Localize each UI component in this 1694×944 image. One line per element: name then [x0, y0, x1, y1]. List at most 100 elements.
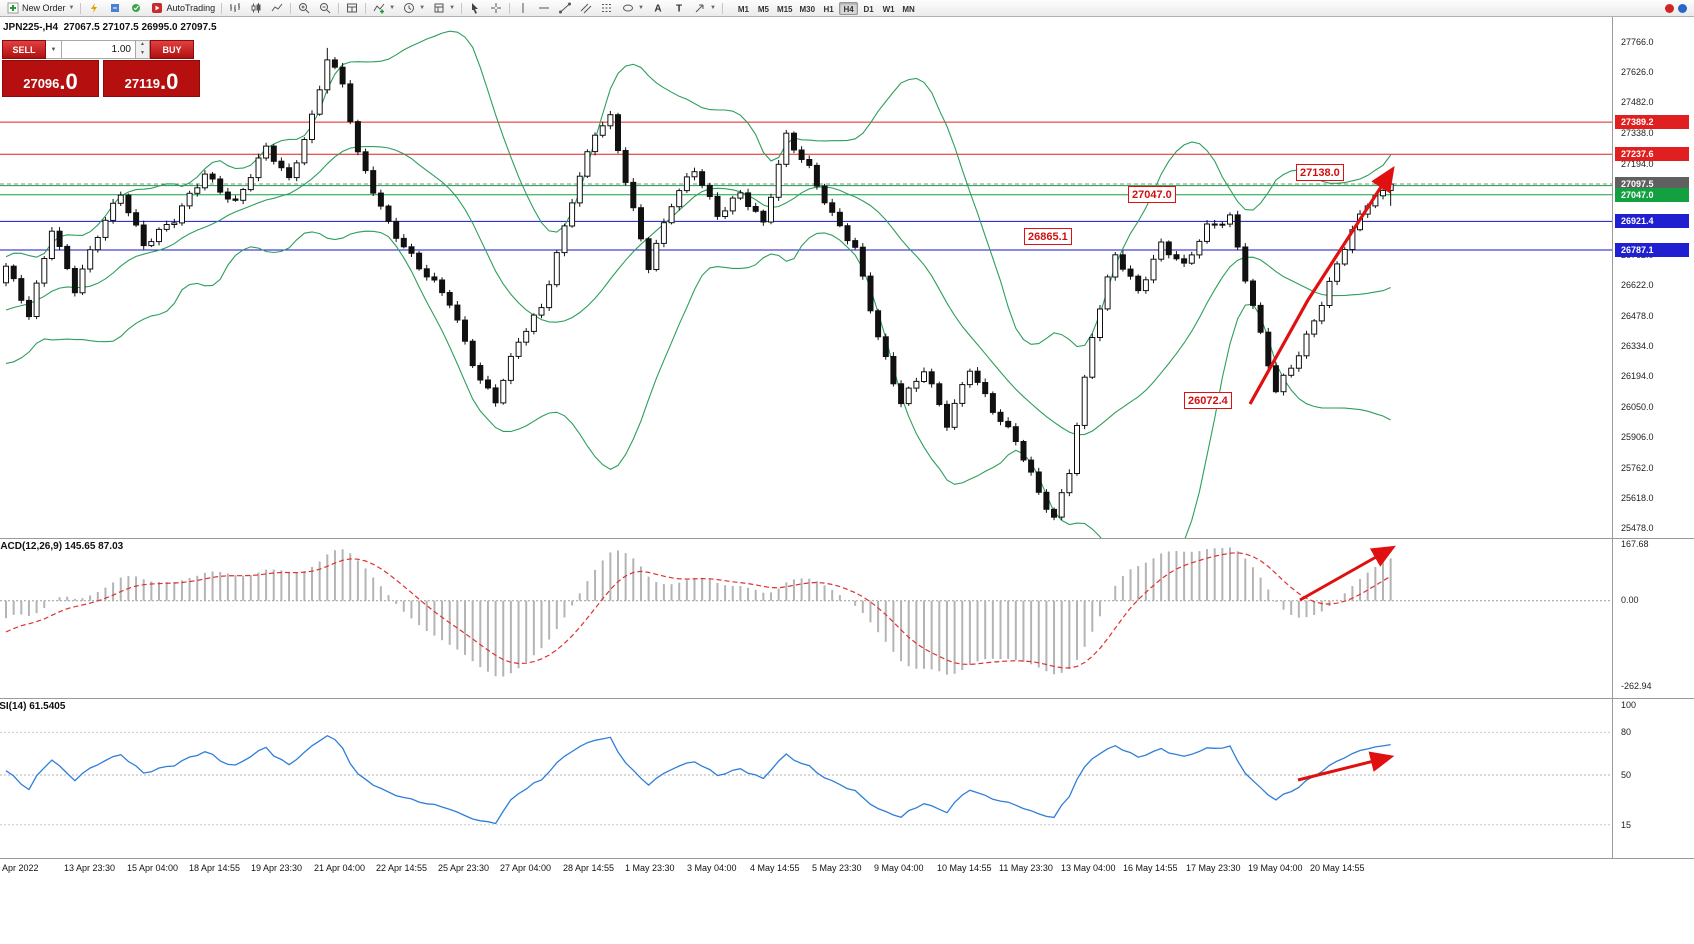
buy-price-fraction: .0	[160, 69, 179, 94]
timeframe-h4[interactable]: H4	[839, 1, 859, 15]
rsi-scale-80: 80	[1621, 727, 1632, 737]
volume-down-icon[interactable]: ▼	[136, 49, 149, 58]
time-label: 3 May 04:00	[687, 863, 737, 873]
axis-separator	[1612, 17, 1613, 858]
chevron-down-icon: ▼	[709, 5, 716, 11]
panel-separator[interactable]	[0, 538, 1694, 539]
macd-indicator-label: MACD(12,26,9) 145.65 87.03	[0, 541, 124, 552]
text-label-tool[interactable]: T	[669, 1, 689, 16]
price-callout-27138.0[interactable]: 27138.0	[1296, 164, 1344, 181]
connection-status-icon[interactable]	[1678, 3, 1687, 13]
macd-panel-surface[interactable]	[0, 538, 1612, 698]
timeframe-m15[interactable]: M15	[776, 4, 793, 14]
cursor-tool-button[interactable]	[465, 1, 485, 16]
templates-icon	[432, 1, 446, 15]
zoom-out-button[interactable]	[315, 1, 335, 16]
time-label: 4 May 14:55	[750, 863, 800, 873]
volume-stepper[interactable]: ▲ ▼	[136, 40, 150, 59]
price-chart-surface[interactable]	[0, 16, 1612, 538]
price-callout-26865.1[interactable]: 26865.1	[1024, 228, 1072, 245]
price-tick: 26050.0	[1621, 402, 1654, 412]
svg-text:T: T	[676, 4, 682, 15]
new-order-icon	[6, 1, 20, 15]
timeframe-d1[interactable]: D1	[863, 4, 874, 14]
order-type-dropdown[interactable]: ▼	[46, 40, 62, 59]
time-label: 28 Apr 14:55	[563, 863, 615, 873]
alert-status-icon[interactable]	[1665, 3, 1674, 13]
macd-scale-zero: 0.00	[1621, 595, 1639, 605]
horizontal-line-tool[interactable]	[534, 1, 554, 16]
text-tool[interactable]: A	[648, 1, 668, 16]
new-order-label: New Order	[22, 3, 66, 13]
shapes-tool[interactable]: ▼	[618, 1, 647, 16]
channel-tool[interactable]	[576, 1, 596, 16]
timeframe-m30[interactable]: M30	[799, 4, 816, 14]
rsi-panel-surface[interactable]	[0, 698, 1612, 858]
timeframe-h1[interactable]: H1	[823, 4, 834, 14]
time-label: 17 May 23:30	[1186, 863, 1241, 873]
time-label: 20 May 14:55	[1310, 863, 1365, 873]
trendline-icon	[558, 1, 572, 15]
time-label: 22 Apr 14:55	[376, 863, 428, 873]
buy-button[interactable]: BUY	[150, 40, 194, 59]
indicators-button[interactable]: ▼	[369, 1, 398, 16]
volume-input[interactable]	[62, 40, 136, 59]
sell-price-display[interactable]: 27096.0	[2, 60, 99, 97]
chevron-down-icon: ▼	[389, 5, 396, 11]
timeframe-m1[interactable]: M1	[737, 4, 749, 14]
buy-price-display[interactable]: 27119.0	[103, 60, 200, 97]
tile-windows-button[interactable]	[342, 1, 362, 16]
text-a-icon: A	[651, 1, 665, 15]
fibonacci-tool[interactable]	[597, 1, 617, 16]
line-chart-button[interactable]	[267, 1, 287, 16]
time-label: 19 May 04:00	[1248, 863, 1303, 873]
templates-button[interactable]: ▼	[429, 1, 458, 16]
symbol-ohlc-label: JPN225-,H4 27067.5 27107.5 26995.0 27097…	[3, 22, 217, 33]
volume-up-icon[interactable]: ▲	[136, 41, 149, 50]
time-label: 10 May 14:55	[937, 863, 992, 873]
rsi-scale-50: 50	[1621, 770, 1632, 780]
price-callout-27047.0[interactable]: 27047.0	[1128, 186, 1176, 203]
timeframe-group: M1 M5 M15 M30 H1 H4 D1 W1 MN	[734, 1, 918, 15]
arrow-tool-icon	[693, 1, 707, 15]
timeframe-mn[interactable]: MN	[902, 4, 915, 14]
price-callout-26072.4[interactable]: 26072.4	[1184, 392, 1232, 409]
crosshair-icon	[489, 1, 503, 15]
price-tick: 25762.0	[1621, 463, 1654, 473]
price-marker-27097.5: 27097.5	[1615, 177, 1689, 191]
expert-advisor-button[interactable]	[84, 1, 104, 16]
time-label: 13 Apr 23:30	[64, 863, 116, 873]
price-marker-27389.2: 27389.2	[1615, 115, 1689, 129]
timeframe-w1[interactable]: W1	[882, 4, 895, 14]
panel-separator[interactable]	[0, 698, 1694, 699]
zoom-out-icon	[318, 1, 332, 15]
price-marker-26787.1: 26787.1	[1615, 243, 1689, 257]
ellipse-icon	[621, 1, 635, 15]
vertical-line-tool[interactable]	[513, 1, 533, 16]
strategy-tester-button[interactable]	[126, 1, 146, 16]
timeframe-m5[interactable]: M5	[757, 4, 769, 14]
candlestick-chart-button[interactable]	[246, 1, 266, 16]
time-label: 15 Apr 04:00	[127, 863, 179, 873]
time-label: 21 Apr 04:00	[314, 863, 366, 873]
metaeditor-button[interactable]	[105, 1, 125, 16]
sell-button[interactable]: SELL	[2, 40, 46, 59]
trendline-tool[interactable]	[555, 1, 575, 16]
time-label: 19 Apr 23:30	[251, 863, 303, 873]
crosshair-tool-button[interactable]	[486, 1, 506, 16]
price-tick: 26334.0	[1621, 341, 1654, 351]
bar-chart-button[interactable]	[225, 1, 245, 16]
new-order-button[interactable]: New Order ▼	[3, 1, 77, 16]
price-tick: 27766.0	[1621, 37, 1654, 47]
price-tick: 26622.0	[1621, 280, 1654, 290]
zoom-in-button[interactable]	[294, 1, 314, 16]
autotrading-button[interactable]: AutoTrading	[147, 1, 218, 16]
sell-price-fraction: .0	[59, 69, 78, 94]
toolbar-separator	[721, 2, 723, 14]
price-tick: 27194.0	[1621, 159, 1654, 169]
toolbar-separator	[338, 2, 340, 14]
periods-button[interactable]: ▼	[399, 1, 428, 16]
autotrading-label: AutoTrading	[166, 3, 216, 13]
arrows-tool[interactable]: ▼	[690, 1, 719, 16]
rsi-scale-15: 15	[1621, 820, 1632, 830]
